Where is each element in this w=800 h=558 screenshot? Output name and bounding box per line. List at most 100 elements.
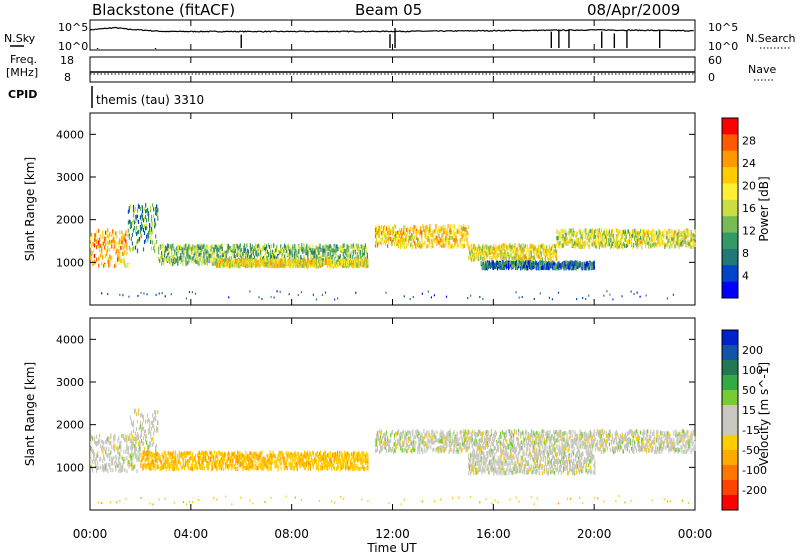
y-tick-label: 1000	[56, 256, 84, 269]
data-cell	[406, 234, 407, 238]
data-cell	[214, 253, 215, 257]
data-cell	[450, 224, 451, 228]
data-cell	[471, 244, 472, 248]
data-cell	[520, 250, 521, 254]
data-cell	[229, 246, 230, 250]
data-cell	[144, 224, 145, 228]
data-cell	[228, 249, 229, 253]
data-cell	[544, 251, 545, 255]
data-cell	[119, 230, 120, 234]
data-cell	[362, 248, 363, 252]
data-cell	[107, 469, 108, 473]
data-cell	[349, 247, 350, 251]
data-cell	[459, 229, 460, 233]
data-cell	[113, 456, 114, 460]
data-cell	[156, 444, 157, 448]
data-cell	[121, 259, 122, 263]
data-cell	[157, 420, 158, 424]
data-cell	[113, 237, 114, 241]
data-cell	[169, 256, 170, 260]
data-cell	[429, 244, 430, 248]
data-cell	[96, 245, 97, 249]
data-cell	[130, 205, 131, 209]
data-cell	[326, 259, 327, 263]
data-cell	[152, 437, 153, 441]
data-cell	[429, 240, 430, 244]
data-cell	[119, 261, 120, 265]
data-cell	[507, 262, 508, 266]
data-cell	[483, 262, 484, 266]
data-cell	[180, 245, 181, 249]
data-cell	[116, 242, 117, 246]
data-cell	[132, 442, 133, 446]
data-cell	[376, 227, 377, 231]
nsky-panel: N.Sky 10^5 10^0 10^5 10^0 N.Search	[4, 20, 796, 53]
freq-unit-label: [MHz]	[6, 66, 38, 79]
data-cell	[103, 255, 104, 259]
station-title: Blackstone (fitACF)	[92, 1, 235, 19]
data-cell	[362, 260, 363, 264]
data-cell	[94, 254, 95, 258]
data-cell	[150, 206, 151, 210]
data-cell	[192, 244, 193, 248]
data-cell	[609, 230, 610, 234]
data-cell	[133, 213, 134, 217]
data-cell	[180, 253, 181, 257]
data-cell	[156, 294, 157, 296]
data-cell	[131, 431, 132, 435]
data-cell	[145, 239, 146, 243]
data-cell	[132, 434, 133, 438]
data-cell	[90, 442, 91, 446]
data-cell	[156, 204, 157, 208]
data-cell	[596, 242, 597, 246]
data-cell	[654, 239, 655, 243]
data-cell	[168, 464, 169, 468]
data-cell	[149, 426, 150, 430]
data-cell	[136, 469, 137, 473]
data-cell	[252, 260, 253, 264]
data-cell	[551, 257, 552, 261]
data-cell	[247, 243, 248, 247]
data-cell	[301, 291, 302, 293]
data-cell	[131, 237, 132, 241]
nsearch-tick-high: 10^5	[708, 21, 738, 34]
data-cell	[664, 229, 665, 233]
data-cell	[137, 420, 138, 424]
data-cell	[567, 265, 568, 269]
data-cell	[140, 447, 141, 451]
data-cell	[645, 244, 646, 248]
data-cell	[265, 247, 266, 251]
data-cell	[410, 298, 411, 300]
data-cell	[468, 225, 469, 229]
data-cell	[410, 227, 411, 231]
data-cell	[132, 446, 133, 450]
data-cell	[289, 293, 290, 295]
data-cell	[142, 205, 143, 209]
data-cell	[667, 243, 668, 247]
data-cell	[646, 295, 647, 297]
data-cell	[574, 232, 575, 236]
nsearch-label: N.Search	[746, 32, 796, 45]
data-cell	[208, 246, 209, 250]
data-cell	[612, 298, 613, 300]
data-cell	[154, 218, 155, 222]
data-cell	[469, 246, 470, 250]
data-cell	[402, 244, 403, 248]
data-cell	[489, 256, 490, 260]
nave-tick-high: 60	[708, 54, 722, 67]
data-cell	[422, 293, 423, 295]
data-cell	[156, 212, 157, 216]
data-cell	[132, 247, 133, 251]
data-cell	[471, 258, 472, 262]
data-cell	[495, 263, 496, 267]
data-cell	[599, 228, 600, 232]
data-cell	[110, 468, 111, 472]
data-cell	[549, 297, 550, 299]
data-cell	[136, 447, 137, 451]
data-cell	[604, 239, 605, 243]
data-cell	[157, 429, 158, 433]
data-cell	[580, 263, 581, 267]
data-cell	[560, 233, 561, 237]
data-cell	[394, 242, 395, 246]
data-cell	[421, 230, 422, 234]
